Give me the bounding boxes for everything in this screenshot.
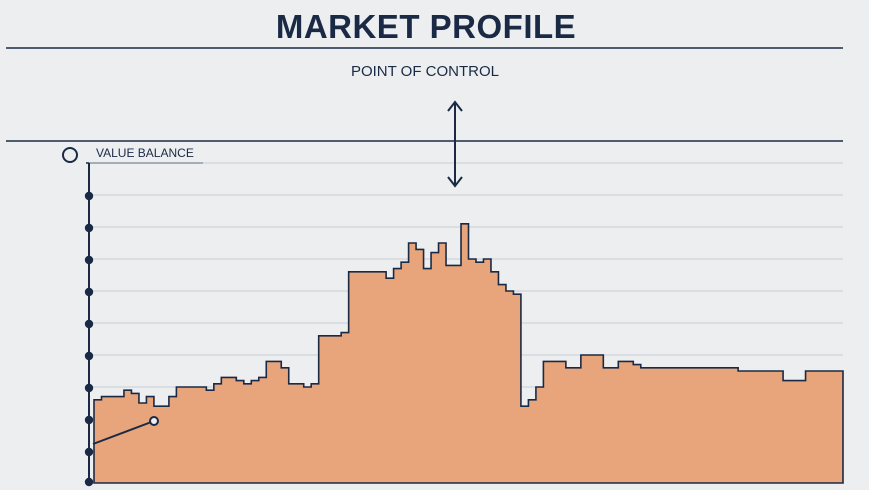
point-of-control-arrow-bottom-head	[447, 176, 463, 188]
axis-marker-dot	[84, 447, 94, 457]
profile-area-shape	[93, 223, 844, 484]
axis-marker-dot	[84, 415, 94, 425]
profile-area	[93, 223, 844, 484]
annotation-layer	[92, 100, 463, 445]
axis-marker-dot	[84, 255, 94, 265]
axis-marker-dot	[84, 287, 94, 297]
axis-marker-dot	[84, 191, 94, 201]
value-balance-label: VALUE BALANCE	[96, 146, 194, 160]
value-balance-pointer-dot	[149, 416, 159, 426]
axis-marker-dot	[84, 383, 94, 393]
axis-marker-dot	[84, 477, 94, 487]
point-of-control-label: POINT OF CONTROL	[351, 63, 499, 80]
axis-tick-markers	[84, 191, 94, 487]
value-balance-pointer-line	[92, 420, 155, 445]
value-balance-marker	[62, 147, 78, 163]
axis-marker-dot	[84, 223, 94, 233]
point-of-control-arrow-top-head	[447, 100, 463, 112]
axis-marker-dot	[84, 319, 94, 329]
axis-marker-dot	[84, 351, 94, 361]
chart-title: MARKET PROFILE	[276, 8, 576, 45]
